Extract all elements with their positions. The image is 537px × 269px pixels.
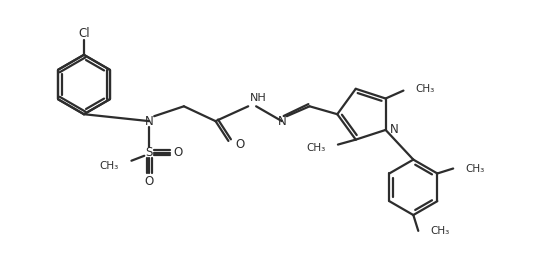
Text: CH₃: CH₃ bbox=[99, 161, 119, 171]
Text: CH₃: CH₃ bbox=[465, 164, 484, 174]
Text: CH₃: CH₃ bbox=[307, 143, 326, 153]
Text: N: N bbox=[389, 123, 398, 136]
Text: Cl: Cl bbox=[78, 27, 90, 40]
Text: O: O bbox=[173, 146, 183, 159]
Text: CH₃: CH₃ bbox=[430, 226, 449, 236]
Text: N: N bbox=[145, 115, 154, 128]
Text: NH: NH bbox=[250, 93, 267, 103]
Text: CH₃: CH₃ bbox=[415, 84, 434, 94]
Text: O: O bbox=[144, 175, 154, 188]
Text: O: O bbox=[235, 138, 244, 151]
Text: N: N bbox=[278, 115, 286, 128]
Text: S: S bbox=[146, 146, 153, 159]
